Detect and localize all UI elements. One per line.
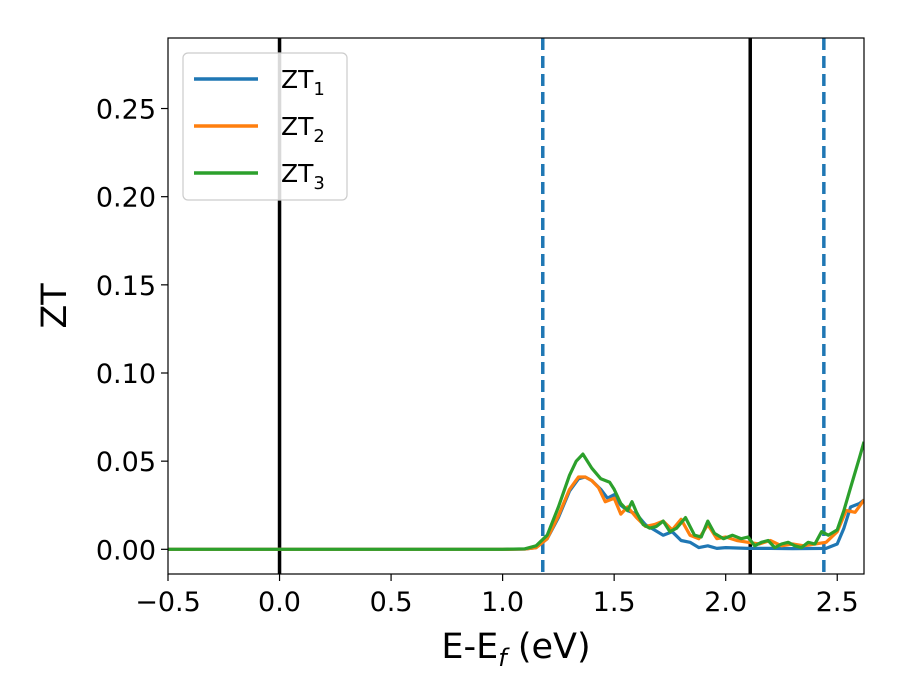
- legend-box: [182, 52, 348, 201]
- reference-lines: [277, 38, 826, 574]
- x-tick-label: 0.0: [258, 587, 301, 618]
- x-tick-label: 0.5: [370, 587, 413, 618]
- x-tick-label: 2.0: [704, 587, 747, 618]
- legend-label-subscript: 3: [313, 173, 324, 194]
- y-tick-label: 0.15: [96, 271, 156, 302]
- legend-label-subscript: 2: [313, 126, 324, 147]
- x-tick-label: 1.0: [481, 587, 524, 618]
- x-axis-label-unit: (eV): [507, 627, 591, 667]
- legend-label-main: ZT: [281, 112, 314, 141]
- legend-label-main: ZT: [281, 65, 314, 94]
- x-tick-label: −0.5: [135, 587, 201, 618]
- x-axis-label-main: E-E: [441, 627, 498, 667]
- x-tick-label: 2.5: [816, 587, 859, 618]
- y-tick-label: 0.10: [96, 359, 156, 390]
- series-lines: [168, 441, 864, 551]
- series-line-2: [168, 475, 864, 551]
- x-tick-label: 1.5: [593, 587, 636, 618]
- legend-label-2: ZT2: [281, 112, 325, 147]
- legend-label-subscript: 1: [313, 79, 324, 100]
- x-axis-ticks: −0.5 0.0 0.5 1.0 1.5 2.0 2.5: [135, 574, 859, 618]
- plot-frame: [167, 37, 865, 575]
- x-axis-label: E-Ef (eV): [441, 627, 590, 672]
- y-tick-label: 0.05: [96, 447, 156, 478]
- legend-label-main: ZT: [281, 159, 314, 188]
- series-line-3: [168, 441, 864, 551]
- y-axis-label: ZT: [35, 283, 75, 329]
- y-tick-label: 0.20: [96, 183, 156, 214]
- y-tick-label: 0.25: [96, 95, 156, 126]
- series-line-1: [168, 475, 864, 551]
- y-axis-ticks: 0.00 0.05 0.10 0.15 0.20 0.25: [96, 95, 168, 566]
- y-tick-label: 0.00: [96, 535, 156, 566]
- legend-label-1: ZT1: [281, 65, 325, 100]
- legend-label-3: ZT3: [281, 159, 325, 194]
